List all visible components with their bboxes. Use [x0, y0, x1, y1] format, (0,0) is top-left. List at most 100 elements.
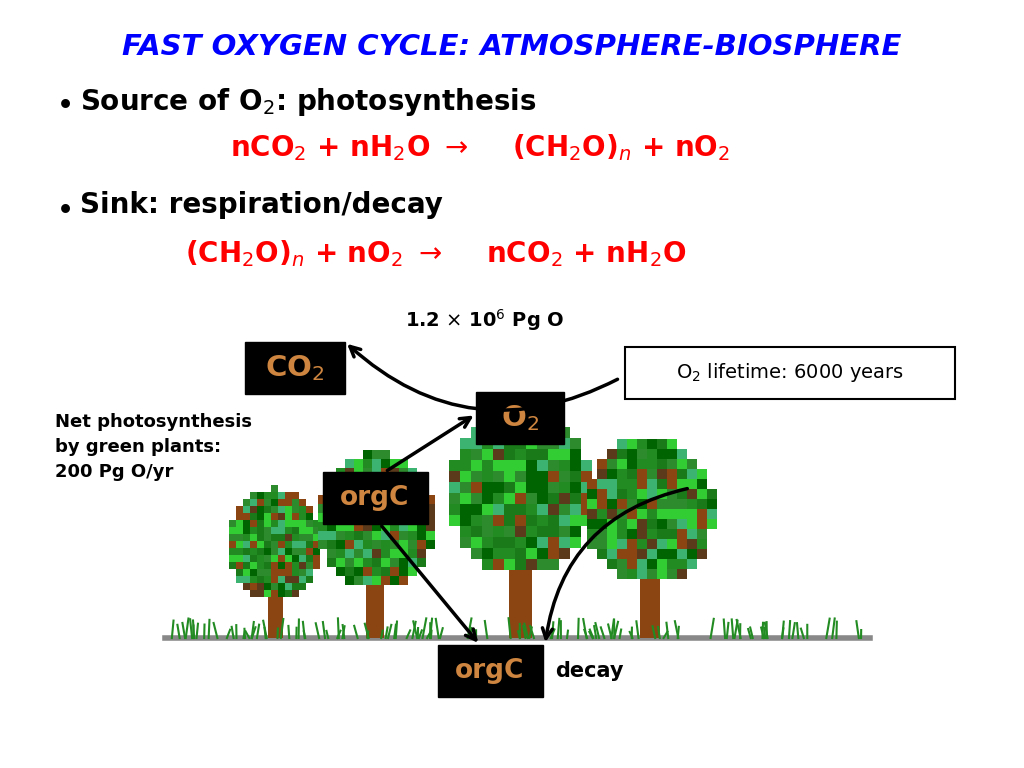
- Bar: [687, 529, 697, 539]
- Bar: [399, 549, 408, 558]
- Bar: [257, 492, 264, 499]
- Bar: [637, 549, 647, 559]
- Bar: [257, 520, 264, 527]
- Bar: [264, 548, 271, 555]
- Bar: [306, 562, 313, 569]
- Bar: [647, 509, 657, 519]
- Bar: [548, 559, 559, 570]
- Bar: [526, 493, 537, 504]
- Bar: [306, 513, 313, 520]
- Bar: [627, 529, 637, 539]
- Bar: [625, 347, 955, 399]
- Bar: [617, 499, 627, 509]
- Bar: [243, 541, 250, 548]
- Bar: [306, 541, 313, 548]
- Bar: [515, 405, 526, 416]
- Bar: [345, 567, 354, 576]
- Bar: [697, 539, 707, 549]
- Bar: [306, 576, 313, 583]
- Bar: [345, 549, 354, 558]
- Bar: [257, 569, 264, 576]
- Bar: [526, 482, 537, 493]
- Bar: [292, 520, 299, 527]
- Bar: [236, 541, 243, 548]
- Bar: [697, 469, 707, 479]
- Bar: [299, 576, 306, 583]
- Bar: [354, 513, 362, 522]
- Bar: [587, 499, 597, 509]
- Bar: [271, 520, 278, 527]
- Bar: [426, 513, 435, 522]
- Bar: [647, 469, 657, 479]
- Bar: [271, 562, 278, 569]
- Bar: [264, 576, 271, 583]
- Bar: [697, 549, 707, 559]
- Bar: [408, 477, 417, 486]
- Bar: [548, 427, 559, 438]
- Bar: [278, 541, 285, 548]
- Bar: [390, 522, 399, 531]
- Bar: [471, 493, 482, 504]
- Bar: [460, 449, 471, 460]
- Bar: [399, 576, 408, 585]
- Bar: [243, 520, 250, 527]
- Bar: [667, 559, 677, 569]
- Bar: [617, 439, 627, 449]
- Bar: [318, 504, 327, 513]
- Bar: [408, 513, 417, 522]
- Text: orgC: orgC: [456, 658, 524, 684]
- Bar: [515, 548, 526, 559]
- Bar: [390, 576, 399, 585]
- Bar: [285, 576, 292, 583]
- Bar: [236, 576, 243, 583]
- Bar: [236, 527, 243, 534]
- Bar: [597, 509, 607, 519]
- Bar: [299, 534, 306, 541]
- Bar: [493, 416, 504, 427]
- Bar: [617, 489, 627, 499]
- Bar: [264, 499, 271, 506]
- Bar: [515, 559, 526, 570]
- Bar: [408, 504, 417, 513]
- Bar: [607, 479, 617, 489]
- Bar: [306, 555, 313, 562]
- Bar: [390, 513, 399, 522]
- Bar: [417, 558, 426, 567]
- Bar: [687, 499, 697, 509]
- Bar: [493, 493, 504, 504]
- Bar: [336, 567, 345, 576]
- Bar: [399, 513, 408, 522]
- Bar: [627, 459, 637, 469]
- Bar: [537, 515, 548, 526]
- Bar: [548, 416, 559, 427]
- Bar: [707, 509, 717, 519]
- Bar: [667, 539, 677, 549]
- Bar: [647, 519, 657, 529]
- Bar: [236, 555, 243, 562]
- Bar: [362, 468, 372, 477]
- Bar: [299, 562, 306, 569]
- Bar: [570, 493, 581, 504]
- Bar: [647, 489, 657, 499]
- Bar: [345, 540, 354, 549]
- Bar: [285, 520, 292, 527]
- Bar: [292, 541, 299, 548]
- Bar: [381, 558, 390, 567]
- Bar: [667, 439, 677, 449]
- Bar: [493, 504, 504, 515]
- Bar: [504, 548, 515, 559]
- Bar: [548, 537, 559, 548]
- Bar: [271, 506, 278, 513]
- Bar: [687, 509, 697, 519]
- Bar: [285, 506, 292, 513]
- Bar: [250, 541, 257, 548]
- Bar: [637, 539, 647, 549]
- Bar: [504, 559, 515, 570]
- Bar: [271, 527, 278, 534]
- Bar: [677, 509, 687, 519]
- Bar: [504, 515, 515, 526]
- Bar: [627, 539, 637, 549]
- Bar: [687, 459, 697, 469]
- Bar: [707, 489, 717, 499]
- Bar: [268, 587, 283, 638]
